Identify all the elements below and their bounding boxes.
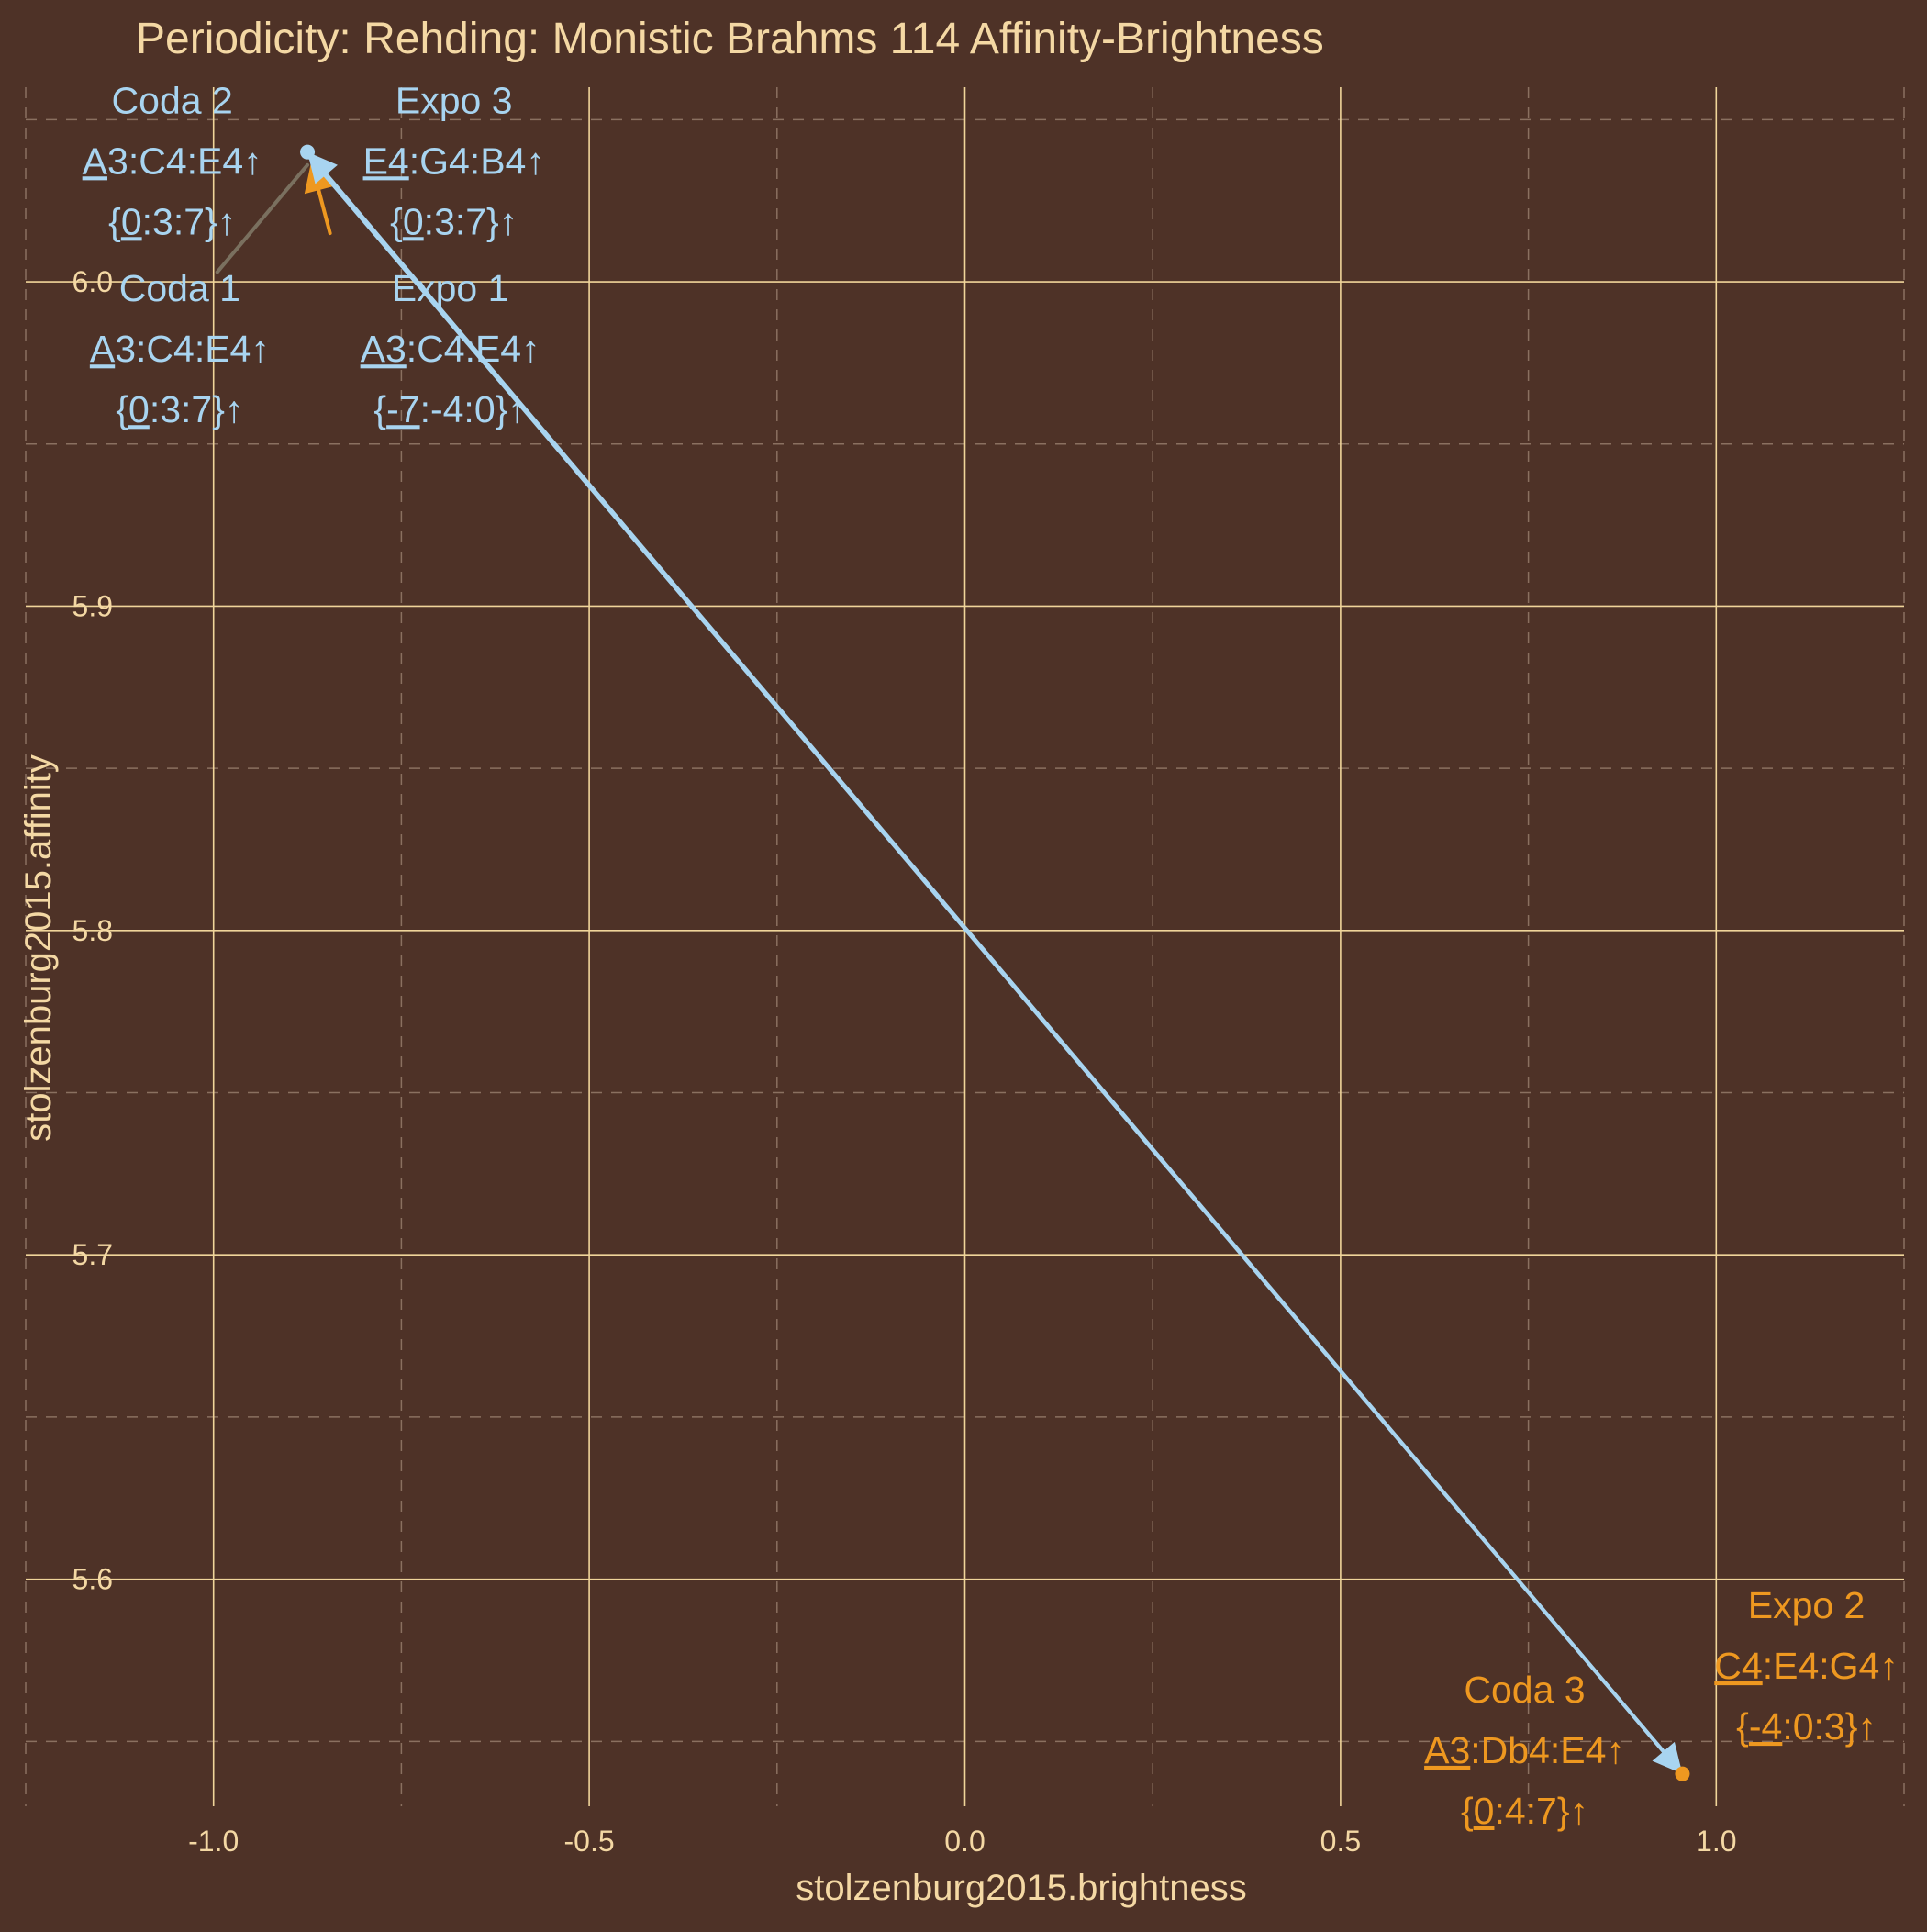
grid — [25, 87, 1905, 1806]
point-label-segment: C4 — [1714, 1645, 1762, 1687]
x-tick-label: 1.0 — [1696, 1825, 1736, 1858]
point-label: Expo 1 A3:C4:E4↑ {-7:-4:0}↑ — [361, 267, 540, 430]
point-label-segment: E4 — [363, 140, 409, 182]
data-point — [1675, 1766, 1690, 1781]
x-tick-label: 0.5 — [1320, 1825, 1361, 1858]
underlined-root: E4 — [363, 140, 409, 182]
underlined-root: A — [83, 140, 108, 182]
point-label: Coda 3 A3:Db4:E4↑ {0:4:7}↑ — [1424, 1669, 1625, 1832]
y-axis-ticks: 5.6 5.7 5.8 5.9 6.0 — [72, 265, 113, 1596]
y-tick-label: 6.0 — [72, 265, 113, 298]
underlined-root: 0 — [128, 388, 150, 430]
point-label-line: Coda 1 — [119, 267, 240, 309]
point-label-line: E4:G4:B4↑ — [363, 140, 545, 182]
point-label: Coda 1A3:C4:E4↑{0:3:7}↑ — [90, 267, 270, 430]
point-label-line: {-4:0:3}↑ — [1736, 1705, 1877, 1748]
point-label-segment: Expo 1 — [392, 267, 509, 309]
y-tick-label: 5.8 — [72, 914, 113, 947]
point-label-segment: :3:7}↑ — [150, 388, 244, 430]
point-label-segment: A3 — [361, 328, 407, 370]
data-point — [300, 144, 316, 160]
point-label-segment: A3 — [83, 140, 128, 182]
x-axis-ticks: -1.0 -0.5 0.0 0.5 1.0 — [188, 1825, 1736, 1858]
point-label-segment: -7 — [386, 388, 419, 430]
underlined-root: A3 — [1424, 1729, 1470, 1771]
point-label-line: A3:Db4:E4↑ — [1424, 1729, 1625, 1771]
point-label-segment: :Db4:E4↑ — [1470, 1729, 1625, 1771]
chart-marks — [215, 144, 1690, 1781]
underlined-root: 0 — [1474, 1790, 1495, 1832]
point-label: Expo 3E4:G4:B4↑{0:3:7}↑ — [363, 79, 545, 242]
underlined-root: -7 — [386, 388, 419, 430]
underlined-root: A3 — [361, 328, 407, 370]
point-label-segment: { — [1461, 1790, 1474, 1832]
point-label-line: {0:4:7}↑ — [1461, 1790, 1588, 1832]
point-label-segment: A3 — [1424, 1729, 1470, 1771]
x-tick-label: -0.5 — [564, 1825, 615, 1858]
point-label-line: Coda 3 — [1464, 1669, 1585, 1711]
point-label-segment: { — [373, 388, 386, 430]
point-label: Coda 2A3:C4:E4↑{0:3:7}↑ — [83, 79, 262, 242]
point-label-line: Expo 2 — [1748, 1584, 1866, 1626]
point-label-line: {0:3:7}↑ — [390, 200, 518, 242]
point-label-segment: Coda 1 — [119, 267, 240, 309]
chart-title: Periodicity: Rehding: Monistic Brahms 11… — [136, 15, 1324, 63]
point-label-segment: :C4:E4↑ — [128, 140, 262, 182]
point-label-segment: { — [1736, 1705, 1749, 1748]
point-label-segment: :0:3}↑ — [1782, 1705, 1877, 1748]
point-label-segment: :C4:E4↑ — [136, 328, 270, 370]
arrow-head — [307, 151, 338, 184]
underlined-root: A — [90, 328, 116, 370]
point-label-segment: -4 — [1749, 1705, 1782, 1748]
point-label-segment: 0 — [1474, 1790, 1495, 1832]
arrow-shaft — [315, 183, 332, 236]
point-label: Expo 2 C4:E4:G4↑ {-4:0:3}↑ — [1714, 1584, 1899, 1748]
point-label-line: {-7:-4:0}↑ — [373, 388, 526, 430]
point-label-segment: :G4:B4↑ — [409, 140, 545, 182]
point-label-segment: { — [390, 200, 403, 242]
arrow-shaft — [215, 162, 310, 274]
point-label-segment: { — [116, 388, 128, 430]
point-label-line: A3:C4:E4↑ — [361, 328, 540, 370]
point-label-segment: 0 — [403, 200, 424, 242]
x-tick-label: -1.0 — [188, 1825, 239, 1858]
y-axis-label: stolzenburg2015.affinity — [18, 754, 59, 1142]
point-label-line: A3:C4:E4↑ — [90, 328, 270, 370]
arrow-shaft — [320, 168, 1685, 1776]
point-label-segment: { — [108, 200, 121, 242]
y-tick-label: 5.6 — [72, 1563, 113, 1596]
x-tick-label: 0.0 — [944, 1825, 985, 1858]
point-labels: Coda 2A3:C4:E4↑{0:3:7}↑Expo 3E4:G4:B4↑{0… — [83, 79, 1899, 1832]
y-tick-label: 5.9 — [72, 589, 113, 622]
point-label-segment: :4:7}↑ — [1494, 1790, 1588, 1832]
point-label-segment: Coda 2 — [112, 79, 233, 121]
point-label-segment: Expo 2 — [1748, 1584, 1866, 1626]
point-label-segment: Expo 3 — [395, 79, 513, 121]
underlined-root: 0 — [403, 200, 424, 242]
underlined-root: -4 — [1749, 1705, 1782, 1748]
point-label-segment: :3:7}↑ — [142, 200, 237, 242]
point-label-line: Expo 1 — [392, 267, 509, 309]
point-label-segment: A3 — [90, 328, 136, 370]
point-label-segment: 0 — [121, 200, 142, 242]
x-axis-label: stolzenburg2015.brightness — [796, 1868, 1246, 1908]
underlined-root: 0 — [121, 200, 142, 242]
point-label-segment: :-4:0}↑ — [420, 388, 527, 430]
underlined-root: C4 — [1714, 1645, 1762, 1687]
point-label-segment: 0 — [128, 388, 150, 430]
point-label-segment: :C4:E4↑ — [407, 328, 540, 370]
point-label-line: C4:E4:G4↑ — [1714, 1645, 1899, 1687]
point-label-line: {0:3:7}↑ — [116, 388, 243, 430]
y-tick-label: 5.7 — [72, 1238, 113, 1271]
point-label-line: {0:3:7}↑ — [108, 200, 236, 242]
point-label-line: A3:C4:E4↑ — [83, 140, 262, 182]
point-label-segment: Coda 3 — [1464, 1669, 1585, 1711]
point-label-line: Expo 3 — [395, 79, 513, 121]
point-label-segment: :E4:G4↑ — [1763, 1645, 1899, 1687]
point-label-line: Coda 2 — [112, 79, 233, 121]
point-label-segment: :3:7}↑ — [424, 200, 518, 242]
